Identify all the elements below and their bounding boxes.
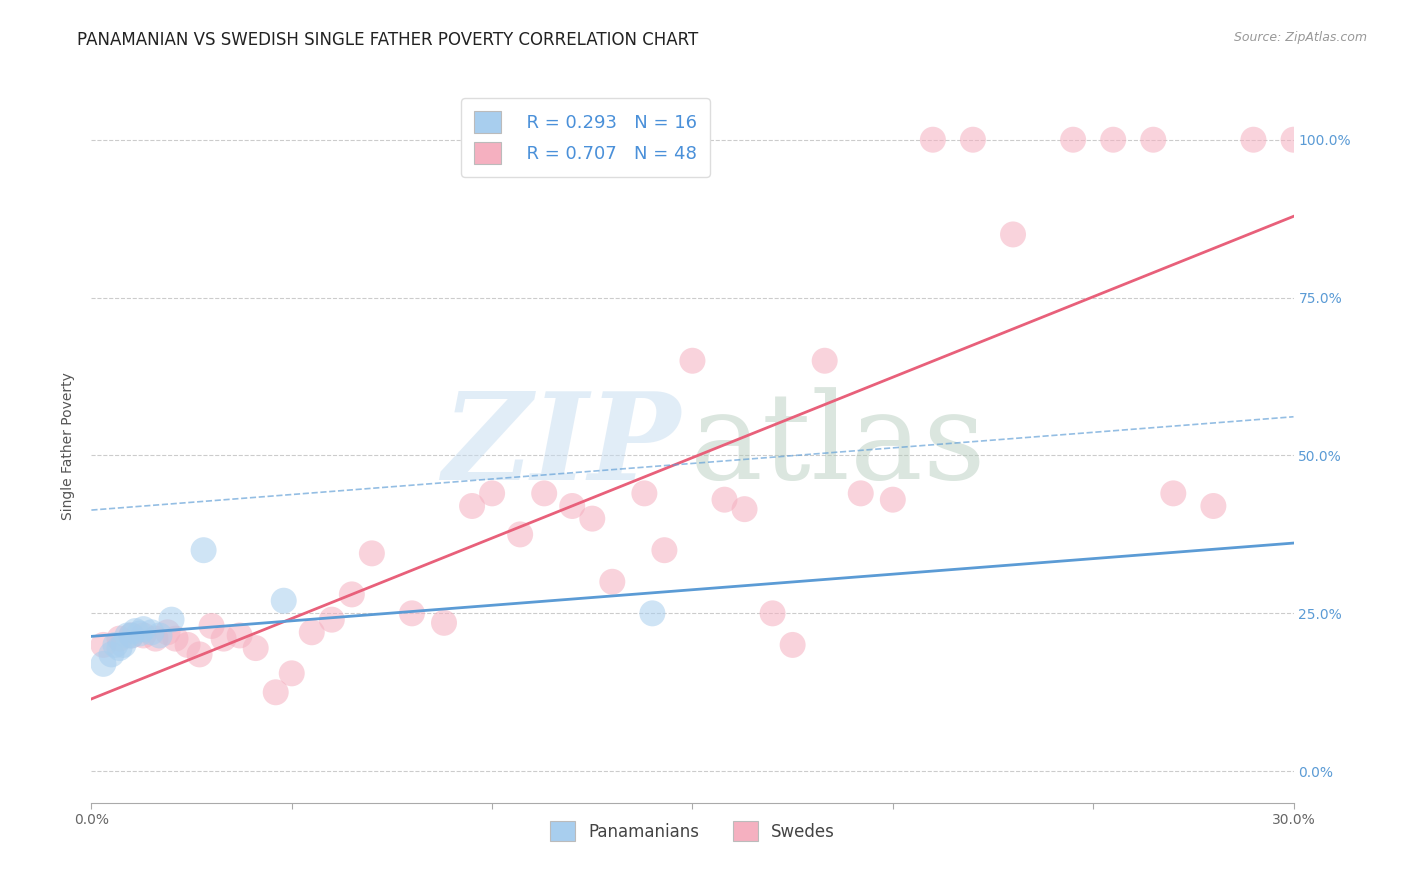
Point (148, 628, 170, 642)
Point (321, 613, 343, 627)
Point (509, 527, 531, 541)
Point (228, 628, 250, 642)
Point (193, 543, 215, 558)
Point (581, 511, 603, 525)
Point (1163, 486, 1185, 500)
Point (201, 619, 224, 633)
Point (104, 638, 127, 652)
Point (762, 607, 785, 621)
Point (121, 628, 143, 642)
Point (481, 486, 503, 500)
Point (145, 632, 167, 646)
Point (188, 648, 211, 662)
Point (641, 607, 664, 621)
Point (713, 492, 735, 507)
Point (1062, 133, 1084, 147)
Point (533, 486, 555, 500)
Point (882, 492, 904, 507)
Point (1202, 499, 1225, 513)
Point (132, 622, 155, 636)
Point (264, 685, 287, 699)
Point (93, 657, 115, 671)
Point (561, 499, 583, 513)
Point (1001, 227, 1024, 242)
Legend: Panamanians, Swedes: Panamanians, Swedes (543, 814, 842, 848)
Point (681, 353, 703, 368)
Point (814, 353, 837, 368)
Point (433, 615, 456, 630)
Y-axis label: Single Father Poverty: Single Father Poverty (62, 372, 76, 520)
Point (1102, 133, 1125, 147)
Point (849, 486, 872, 500)
Text: PANAMANIAN VS SWEDISH SINGLE FATHER POVERTY CORRELATION CHART: PANAMANIAN VS SWEDISH SINGLE FATHER POVE… (77, 31, 699, 49)
Point (340, 587, 363, 601)
Point (782, 638, 804, 652)
Point (93, 638, 115, 652)
Point (156, 625, 179, 640)
Point (112, 638, 135, 652)
Text: atlas: atlas (690, 387, 987, 505)
Point (245, 641, 267, 656)
Point (301, 625, 323, 640)
Point (100, 648, 122, 662)
Point (1142, 133, 1164, 147)
Point (176, 638, 198, 652)
Point (360, 546, 382, 560)
Point (1282, 133, 1305, 147)
Point (128, 626, 150, 640)
Point (108, 641, 131, 656)
Point (132, 628, 155, 642)
Point (124, 624, 146, 638)
Point (401, 607, 423, 621)
Point (141, 625, 163, 640)
Point (922, 133, 945, 147)
Point (108, 632, 131, 646)
Point (654, 543, 676, 558)
Point (1243, 133, 1265, 147)
Point (273, 593, 295, 607)
Point (160, 613, 183, 627)
Text: Source: ZipAtlas.com: Source: ZipAtlas.com (1233, 31, 1367, 45)
Point (121, 628, 143, 642)
Point (633, 486, 655, 500)
Point (602, 574, 624, 589)
Point (461, 499, 484, 513)
Point (962, 133, 984, 147)
Point (281, 666, 304, 681)
Point (117, 628, 139, 642)
Point (734, 502, 756, 516)
Text: ZIP: ZIP (441, 387, 681, 505)
Point (212, 632, 235, 646)
Point (165, 632, 187, 646)
